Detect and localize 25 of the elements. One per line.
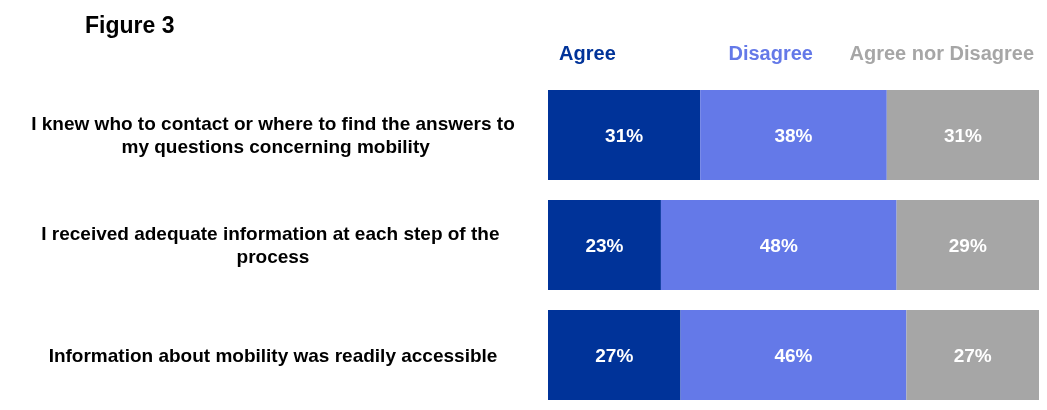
bar <box>548 200 661 290</box>
bar <box>906 310 1039 400</box>
data-label: 27% <box>953 344 992 366</box>
data-label: 31% <box>943 124 983 146</box>
y-tick-label: Information about mobility was readily accessible <box>48 344 498 366</box>
bar <box>700 90 887 180</box>
data-label: 38% <box>774 124 813 146</box>
data-label: 23% <box>585 234 624 256</box>
bar <box>680 310 907 400</box>
series-label: Agree nor Disagree <box>849 42 1034 64</box>
data-label: 31% <box>605 124 644 146</box>
bar <box>548 90 701 180</box>
y-tick-label: I knew who to contact or where to find the answers to my questions concerning mobility <box>31 113 515 157</box>
y-tick-label: I received adequate information at each step of the process <box>41 223 505 267</box>
bar <box>886 90 1039 180</box>
data-label: 46% <box>774 344 813 366</box>
bar <box>896 200 1039 290</box>
data-label: 29% <box>948 234 987 256</box>
bar <box>548 310 681 400</box>
data-label: 48% <box>759 234 798 256</box>
data-label: 27% <box>595 344 634 366</box>
text: Figure 3 <box>85 11 175 38</box>
series-label: Disagree <box>728 42 813 64</box>
series-label: Agree <box>559 42 616 64</box>
bar <box>660 200 897 290</box>
